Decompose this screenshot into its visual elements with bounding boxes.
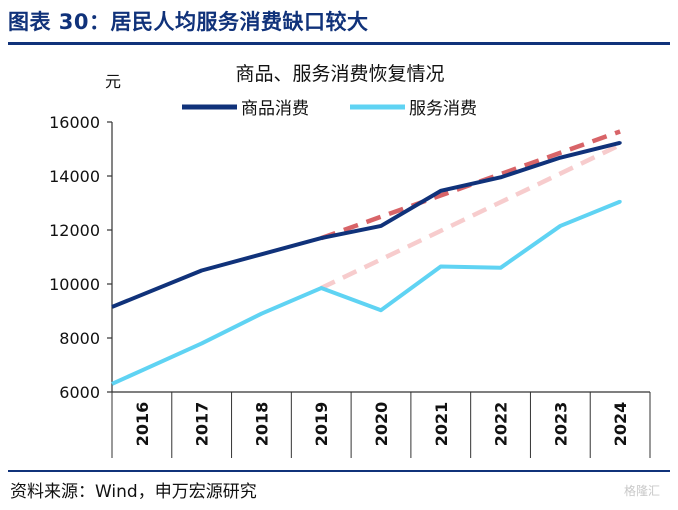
series-line-0 xyxy=(111,140,621,309)
x-axis: 2016 2017 2018 2019 2020 2021 2022 2023 2024 xyxy=(111,391,651,458)
footer-rule xyxy=(8,470,670,472)
x-tick-label: 2024 xyxy=(611,402,630,447)
series-0-point xyxy=(200,268,204,273)
y-tick-label: 8000 xyxy=(59,329,100,348)
title-rule xyxy=(8,42,670,45)
series-0-point xyxy=(319,236,323,240)
x-tick-label: 2021 xyxy=(432,402,451,447)
y-tick-label: 10000 xyxy=(49,275,100,294)
series-0-point xyxy=(558,156,562,160)
series-1-point xyxy=(618,200,622,204)
series-1-point xyxy=(200,341,204,345)
series-1-point xyxy=(558,224,562,228)
source-note: 资料来源：Wind，申万宏源研究 xyxy=(10,482,257,502)
x-tick-label: 2018 xyxy=(252,402,271,447)
watermark: 格隆汇 xyxy=(623,484,660,498)
x-tick-label: 2019 xyxy=(312,402,331,447)
series-1-point xyxy=(439,264,443,269)
chart-title: 商品、服务消费恢复情况 xyxy=(235,63,444,85)
series-0-point xyxy=(379,224,383,228)
series-0-point xyxy=(618,141,622,145)
y-tick-label: 14000 xyxy=(49,167,100,186)
series-0-point xyxy=(140,293,144,297)
series-0-point xyxy=(498,175,503,179)
x-tick-label: 2022 xyxy=(492,402,511,447)
series-line-1 xyxy=(111,199,621,386)
y-tick-label: 16000 xyxy=(49,113,100,132)
series-1-point xyxy=(140,368,144,372)
series-1-point xyxy=(498,266,503,270)
series-1-point xyxy=(319,286,323,290)
series-1-point xyxy=(259,312,264,316)
legend-label-goods: 商品消费 xyxy=(241,99,309,119)
y-axis: 6000 8000 10000 12000 14000 16000 xyxy=(49,113,113,402)
x-tick-label: 2017 xyxy=(193,402,212,447)
legend-label-services: 服务消费 xyxy=(409,99,477,119)
chart: 商品、服务消费恢复情况 元 商品消费 服务消费 6000 8000 10000 120… xyxy=(49,63,651,458)
x-tick-label: 2023 xyxy=(551,402,570,447)
legend: 商品消费 服务消费 xyxy=(182,99,477,119)
y-axis-unit: 元 xyxy=(105,72,121,91)
series-1-point xyxy=(379,308,383,312)
y-tick-label: 6000 xyxy=(59,383,100,402)
x-tick-label: 2016 xyxy=(133,402,152,447)
plot-area xyxy=(111,129,622,386)
series-0-point xyxy=(259,252,264,256)
x-tick-label: 2020 xyxy=(372,402,391,447)
series-0-point xyxy=(439,189,443,193)
trendline-1 xyxy=(320,142,622,291)
y-tick-label: 12000 xyxy=(49,221,100,240)
figure-title: 图表 30：居民人均服务消费缺口较大 xyxy=(8,10,369,34)
